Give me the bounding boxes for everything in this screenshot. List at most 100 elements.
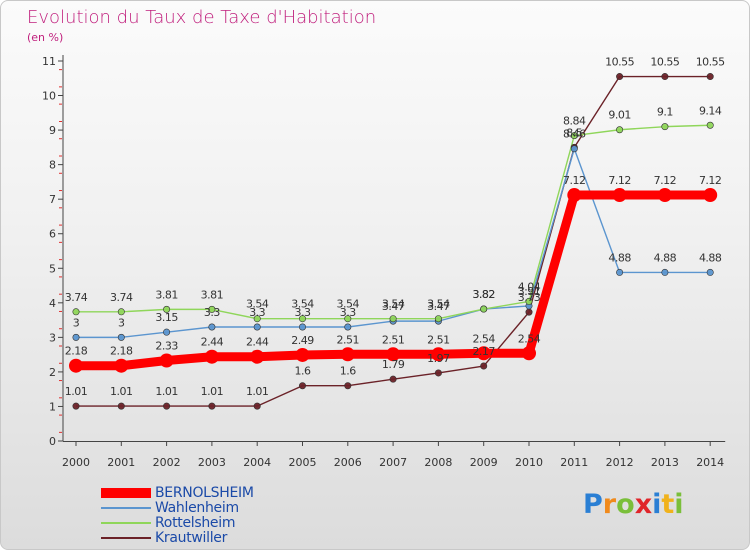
data-point-wahlenheim <box>72 333 80 341</box>
data-label-wahlenheim: 3.3 <box>249 306 265 319</box>
data-point-rottelsheim <box>661 123 669 131</box>
data-point-bernolsheim <box>69 358 83 373</box>
data-label-rottelsheim: 9.01 <box>608 109 631 122</box>
data-point-krautwiller <box>298 382 306 390</box>
data-point-rottelsheim <box>480 305 488 313</box>
data-point-krautwiller <box>616 73 624 81</box>
data-point-krautwiller <box>208 402 216 410</box>
data-point-wahlenheim <box>298 323 306 331</box>
legend-item-wahlenheim: Wahlenheim <box>101 500 254 516</box>
data-point-rottelsheim <box>389 315 397 323</box>
data-label-bernolsheim: 2.33 <box>155 340 178 353</box>
data-point-bernolsheim <box>612 188 627 203</box>
data-label-wahlenheim: 4.88 <box>608 251 631 264</box>
data-label-wahlenheim: 3 <box>73 316 80 329</box>
data-label-bernolsheim: 2.18 <box>65 345 88 358</box>
data-label-bernolsheim: 2.44 <box>201 336 224 349</box>
data-point-rottelsheim <box>344 315 352 323</box>
x-tick-label: 2012 <box>606 456 634 469</box>
data-label-krautwiller: 1.79 <box>382 358 405 371</box>
data-label-krautwiller: 2.17 <box>472 345 495 358</box>
data-point-wahlenheim <box>570 145 578 153</box>
axes: 0 1 2 3 4 5 6 7 8 9 10 11 2000 2001 2002 2003 2004 2005 20… <box>42 55 726 469</box>
data-label-wahlenheim: 3.3 <box>204 306 220 319</box>
data-point-rottelsheim <box>208 305 216 313</box>
data-label-krautwiller: 10.55 <box>696 56 725 69</box>
data-point-wahlenheim <box>616 268 624 276</box>
data-label-rottelsheim: 9.14 <box>699 104 722 117</box>
data-point-bernolsheim <box>657 188 672 203</box>
x-tick-label: 2008 <box>424 456 452 469</box>
x-tick-label: 2001 <box>107 456 135 469</box>
data-label-bernolsheim: 7.12 <box>563 174 586 187</box>
data-label-rottelsheim: 4.04 <box>518 280 541 293</box>
data-point-rottelsheim <box>570 132 578 140</box>
data-label-rottelsheim: 3.54 <box>427 298 450 311</box>
data-label-krautwiller: 1.6 <box>295 365 311 378</box>
data-label-wahlenheim: 4.88 <box>654 251 677 264</box>
data-label-krautwiller: 10.55 <box>605 56 634 69</box>
data-point-krautwiller <box>480 362 488 370</box>
data-label-bernolsheim: 2.51 <box>337 333 360 346</box>
x-tick-label: 2007 <box>379 456 407 469</box>
data-label-rottelsheim: 8.84 <box>563 115 586 128</box>
data-label-rottelsheim: 3.81 <box>155 288 178 301</box>
data-label-wahlenheim: 4.88 <box>699 251 722 264</box>
data-label-rottelsheim: 9.1 <box>657 106 673 119</box>
data-point-krautwiller <box>706 73 714 81</box>
chart-title: Evolution du Taux de Taxe d'Habitation <box>27 7 377 28</box>
data-point-krautwiller <box>434 369 442 377</box>
data-label-rottelsheim: 3.82 <box>472 288 495 301</box>
y-tick-label: 4 <box>49 297 56 310</box>
data-point-rottelsheim <box>117 308 125 316</box>
data-label-rottelsheim: 3.74 <box>110 291 133 304</box>
series-points <box>69 73 718 410</box>
data-point-wahlenheim <box>661 268 669 276</box>
data-label-wahlenheim: 3.15 <box>155 311 178 324</box>
data-point-bernolsheim <box>703 188 718 203</box>
data-label-krautwiller: 1.01 <box>155 385 178 398</box>
data-label-bernolsheim: 7.12 <box>608 174 631 187</box>
data-label-wahlenheim: 8.46 <box>563 128 586 141</box>
legend-swatch <box>101 487 151 498</box>
data-label-krautwiller: 1.6 <box>340 365 356 378</box>
logo-letter: x <box>634 489 653 520</box>
x-tick-label: 2009 <box>470 456 498 469</box>
legend: BERNOLSHEIM Wahlenheim Rottelsheim Krautwil… <box>101 485 254 546</box>
logo-letter: r <box>602 489 617 520</box>
data-point-rottelsheim <box>72 308 80 316</box>
y-tick-label: 10 <box>42 90 56 103</box>
data-point-rottelsheim <box>434 315 442 323</box>
data-label-rottelsheim: 3.54 <box>291 298 314 311</box>
data-point-wahlenheim <box>344 323 352 331</box>
data-label-krautwiller: 1.01 <box>110 385 133 398</box>
data-label-bernolsheim: 2.49 <box>291 334 314 347</box>
legend-swatch <box>101 536 151 539</box>
x-tick-label: 2006 <box>334 456 362 469</box>
legend-label: Krautwiller <box>155 529 228 546</box>
x-tick-label: 2002 <box>153 456 181 469</box>
data-point-krautwiller <box>253 402 261 410</box>
data-point-krautwiller <box>117 402 125 410</box>
y-tick-label: 8 <box>49 159 56 172</box>
logo-letter: i <box>652 489 662 520</box>
data-point-bernolsheim <box>159 353 174 368</box>
data-label-krautwiller: 1.01 <box>65 385 88 398</box>
data-label-wahlenheim: 3.3 <box>295 306 311 319</box>
data-label-krautwiller: 1.97 <box>427 352 450 365</box>
data-point-bernolsheim <box>567 188 582 203</box>
y-tick-label: 9 <box>49 124 56 137</box>
x-tick-label: 2000 <box>62 456 90 469</box>
y-tick-label: 7 <box>49 193 56 206</box>
logo-letter: i <box>674 489 684 520</box>
data-label-wahlenheim: 3.3 <box>340 306 356 319</box>
x-tick-label: 2013 <box>651 456 679 469</box>
data-point-wahlenheim <box>253 323 261 331</box>
data-labels: 1.01 1.01 1.01 1.01 1.01 1.6 1.6 1.79 1.97 2.17 3.… <box>65 56 726 399</box>
y-tick-label: 0 <box>49 435 56 448</box>
x-tick-label: 2003 <box>198 456 226 469</box>
data-point-bernolsheim <box>522 346 536 361</box>
legend-item-krautwiller: Krautwiller <box>101 529 254 546</box>
